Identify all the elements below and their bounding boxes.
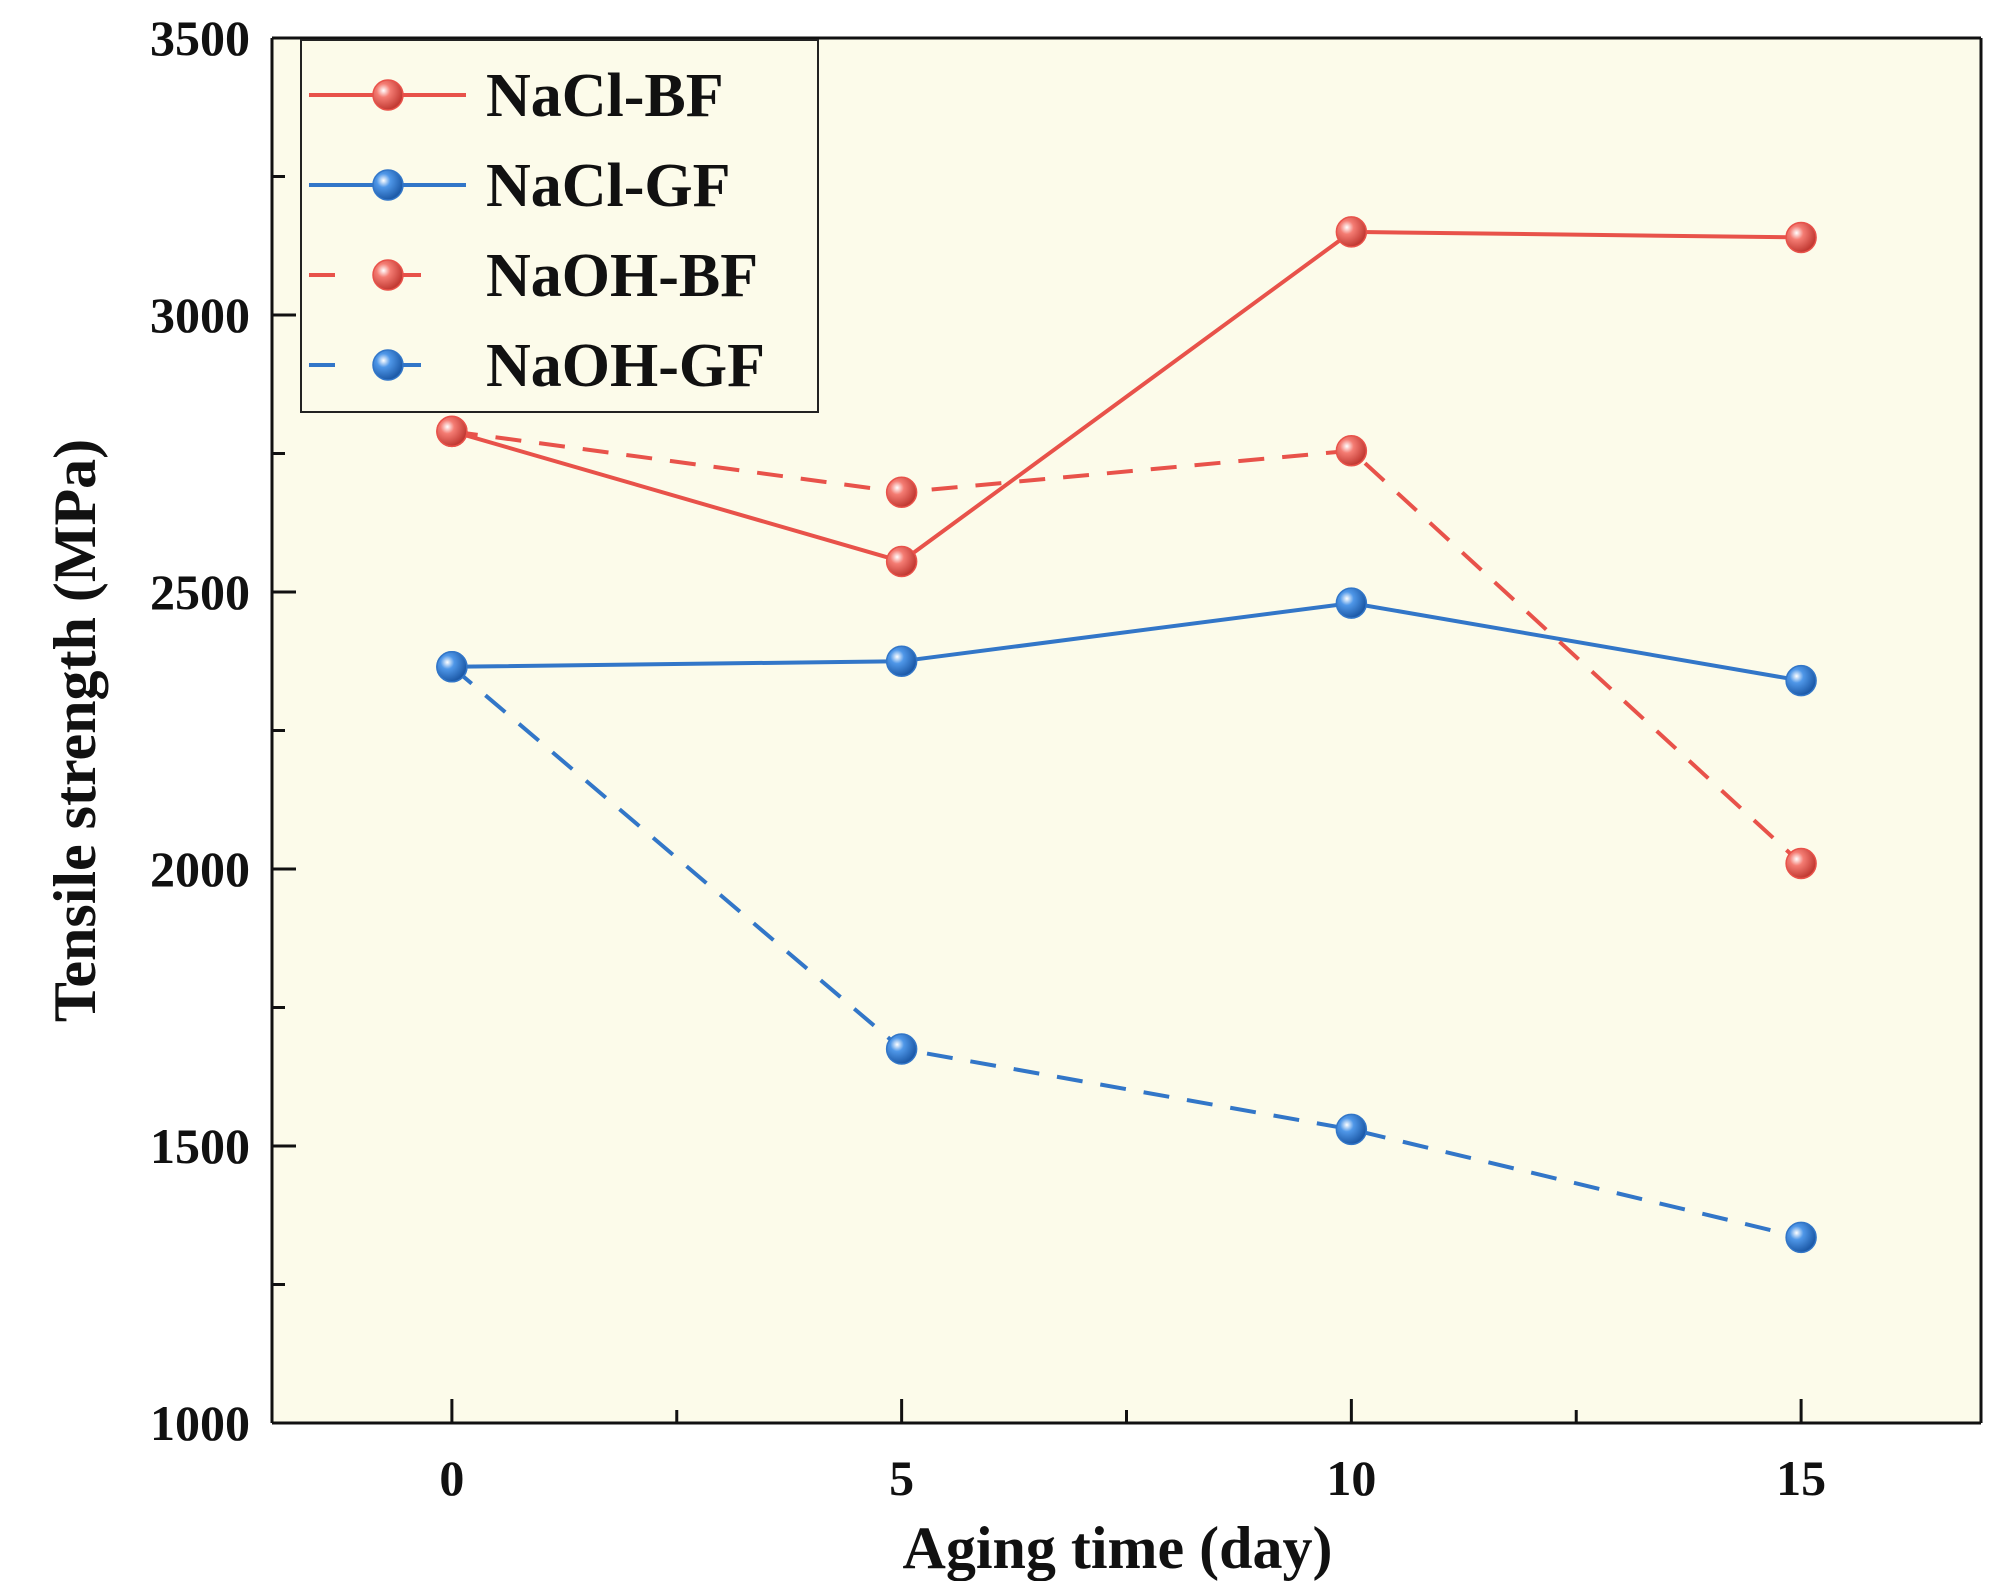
data-point-naoh-bf	[1785, 847, 1817, 880]
data-point-naoh-gf	[885, 1033, 918, 1065]
legend-marker-naoh-gf	[372, 349, 404, 381]
x-tick-label: 5	[889, 1450, 914, 1506]
x-tick-label: 15	[1776, 1450, 1826, 1506]
data-point-naoh-gf	[1335, 1113, 1368, 1146]
data-point-nacl-gf	[1785, 664, 1817, 697]
data-point-naoh-bf	[885, 476, 918, 509]
legend-marker-naoh-bf	[372, 259, 404, 291]
data-point-nacl-gf	[1335, 587, 1368, 619]
series-line-naoh-bf	[451, 429, 1803, 865]
legend-label: NaOH-BF	[486, 242, 758, 310]
legend-marker-nacl-gf	[372, 169, 404, 201]
series-line-nacl-gf	[451, 601, 1802, 683]
y-tick-label: 2500	[150, 564, 250, 620]
legend-label: NaCl-BF	[486, 62, 724, 130]
x-tick-label: 10	[1326, 1450, 1376, 1506]
y-tick-label: 1500	[150, 1118, 250, 1174]
y-tick-label: 3000	[150, 287, 250, 343]
legend: NaCl-BF NaCl-GF NaOH-BF NaOH-GF	[300, 39, 819, 413]
data-point-naoh-bf	[436, 415, 468, 448]
x-axis-title: Aging time (day)	[903, 1515, 1333, 1581]
data-point-nacl-bf	[885, 545, 918, 578]
data-point-nacl-bf	[1785, 221, 1817, 254]
y-tick-label: 3500	[150, 10, 250, 66]
y-axis-title: Tensile strength (MPa)	[42, 439, 108, 1022]
data-point-naoh-gf	[1785, 1221, 1817, 1254]
legend-label: NaCl-GF	[486, 152, 731, 220]
y-tick-label: 2000	[150, 841, 250, 897]
series-line-nacl-bf	[451, 229, 1802, 564]
legend-label: NaOH-GF	[486, 332, 765, 400]
legend-marker-nacl-bf	[372, 79, 404, 111]
series-line-naoh-gf	[450, 665, 1802, 1240]
data-point-nacl-bf	[1335, 216, 1368, 248]
data-point-naoh-gf	[436, 651, 468, 683]
axes-layer: 0 5 10 15 1000 1500 2000 2500 3000 3500	[150, 10, 1983, 1506]
series-layer	[436, 216, 1817, 1254]
x-tick-label: 0	[439, 1450, 464, 1506]
y-tick-label: 1000	[150, 1395, 250, 1451]
data-point-nacl-gf	[885, 645, 918, 677]
data-point-naoh-bf	[1335, 434, 1368, 467]
